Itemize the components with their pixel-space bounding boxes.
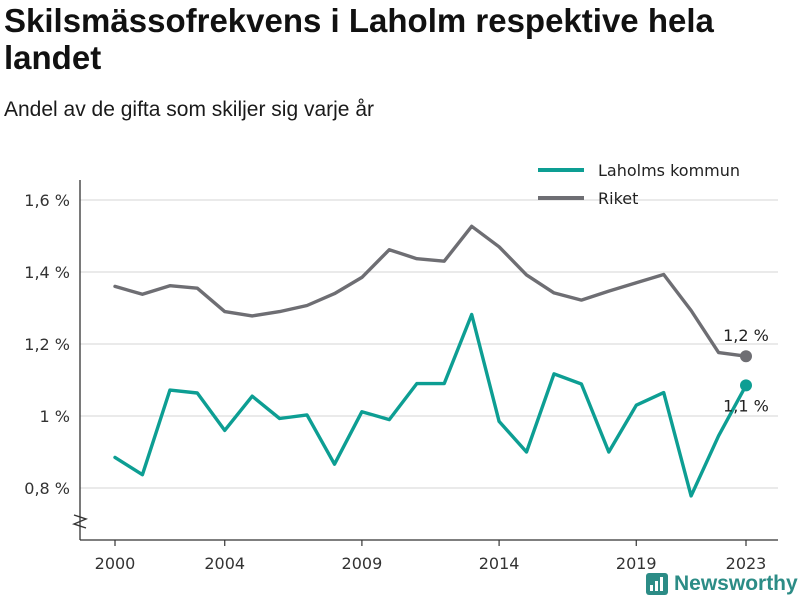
end-labels: 1,2 % 1,1 %	[723, 326, 769, 415]
y-tick-label: 0,8 %	[24, 479, 70, 498]
x-tick-label: 2004	[204, 554, 245, 573]
series-lines	[113, 224, 752, 498]
axis-break-icon	[72, 514, 88, 529]
y-tick-label: 1,4 %	[24, 263, 70, 282]
end-label: 1,1 %	[723, 396, 769, 415]
y-axis-ticks: 0,8 % 1 % 1,2 % 1,4 % 1,6 %	[24, 191, 70, 498]
chart-title: Skilsmässofrekvens i Laholm respektive h…	[4, 2, 714, 76]
legend-label: Laholms kommun	[598, 161, 740, 180]
x-tick-label: 2009	[342, 554, 383, 573]
x-axis-ticks: 2000 2004 2009 2014 2019 2023	[95, 540, 767, 573]
gridlines	[80, 199, 778, 489]
x-tick-label: 2023	[726, 554, 767, 573]
x-tick-label: 2019	[616, 554, 657, 573]
series-line	[113, 312, 748, 498]
series-end-point	[740, 379, 752, 392]
brand-name: Newsworthy	[674, 572, 798, 595]
series-line	[113, 224, 748, 358]
x-tick-label: 2014	[479, 554, 520, 573]
chart-subtitle: Andel av de gifta som skiljer sig varje …	[4, 98, 374, 121]
axes	[72, 180, 778, 541]
x-tick-label: 2000	[95, 554, 136, 573]
legend-swatch	[538, 168, 584, 172]
end-label: 1,2 %	[723, 326, 769, 345]
bar-chart-logo-icon	[646, 573, 668, 595]
newsworthy-brand[interactable]: Newsworthy	[646, 570, 798, 598]
y-tick-label: 1,2 %	[24, 335, 70, 354]
y-tick-label: 1 %	[40, 407, 70, 426]
y-tick-label: 1,6 %	[24, 191, 70, 210]
legend-label: Riket	[598, 189, 638, 208]
series-end-point	[740, 350, 752, 363]
legend-swatch	[538, 196, 584, 200]
legend: Laholms kommun Riket	[538, 161, 740, 208]
